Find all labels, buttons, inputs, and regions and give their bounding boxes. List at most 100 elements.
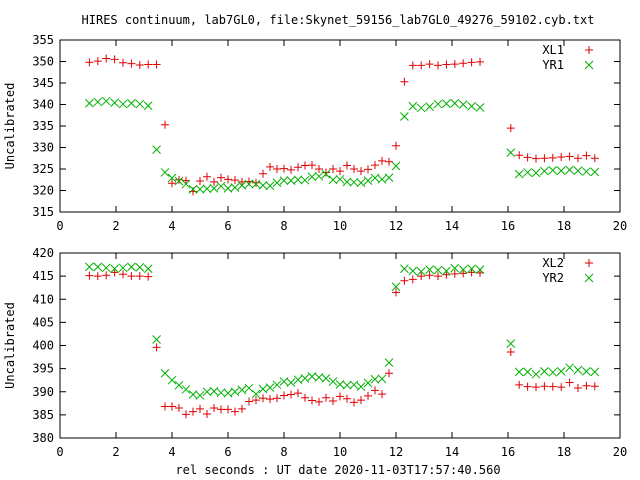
data-point: [293, 175, 303, 185]
data-point: [314, 171, 324, 181]
data-point: [573, 365, 583, 375]
data-point: [223, 388, 233, 398]
data-point: [168, 402, 176, 411]
data-point: [280, 391, 288, 400]
data-point: [363, 176, 373, 185]
data-point: [417, 272, 426, 281]
y-tick-label: 350: [32, 55, 54, 69]
legend-marker: [585, 46, 593, 54]
data-point: [349, 177, 359, 187]
data-point: [540, 382, 549, 391]
data-point: [364, 391, 372, 400]
data-point: [308, 161, 316, 170]
y-tick-label: 400: [32, 339, 54, 353]
y-axis-label: Uncalibrated: [3, 302, 17, 389]
data-point: [408, 275, 417, 284]
data-point: [230, 387, 240, 397]
data-point: [385, 369, 393, 378]
data-point: [450, 98, 460, 108]
data-point: [202, 387, 212, 397]
data-point: [273, 394, 281, 403]
data-point: [152, 145, 161, 155]
x-tick-label: 8: [280, 445, 287, 459]
data-point: [286, 176, 296, 185]
data-point: [371, 161, 379, 170]
series-YR1: [85, 96, 600, 194]
y-tick-label: 330: [32, 141, 54, 155]
data-point: [293, 375, 303, 385]
data-point: [557, 383, 566, 392]
data-point: [377, 374, 387, 384]
data-point: [286, 378, 296, 387]
x-tick-label: 4: [168, 219, 175, 233]
data-point: [174, 176, 184, 186]
data-point: [300, 373, 310, 383]
data-point: [245, 397, 253, 406]
data-point: [181, 385, 191, 394]
data-point: [416, 103, 426, 113]
data-point: [506, 148, 516, 158]
data-point: [356, 382, 366, 392]
data-point: [167, 375, 177, 385]
plot-frame: [59, 252, 621, 439]
data-point: [85, 271, 94, 280]
data-point: [307, 372, 317, 381]
x-tick-label: 4: [168, 445, 175, 459]
data-point: [371, 386, 379, 395]
data-point: [540, 367, 549, 376]
y-tick-label: 325: [32, 162, 54, 176]
data-point: [574, 384, 582, 393]
data-point: [385, 157, 393, 166]
data-point: [101, 96, 111, 106]
data-point: [349, 380, 359, 390]
data-point: [442, 270, 451, 279]
data-point: [252, 396, 260, 405]
data-point: [392, 141, 400, 150]
data-point: [315, 165, 323, 173]
data-point: [279, 377, 289, 386]
data-point: [160, 168, 170, 177]
data-point: [93, 272, 102, 281]
data-point: [251, 389, 261, 399]
data-point: [238, 404, 246, 413]
data-point: [195, 391, 205, 400]
data-point: [230, 183, 240, 192]
data-point: [356, 178, 366, 188]
data-point: [127, 59, 136, 68]
data-point: [425, 60, 434, 69]
data-point: [322, 393, 330, 402]
data-point: [110, 268, 119, 277]
data-point: [565, 363, 574, 373]
data-point: [244, 383, 254, 393]
data-point: [223, 183, 233, 193]
data-point: [384, 173, 394, 182]
data-point: [343, 161, 351, 170]
data-point: [265, 181, 275, 191]
data-point: [143, 101, 153, 111]
data-point: [315, 397, 323, 406]
data-point: [328, 377, 338, 386]
data-point: [408, 101, 418, 111]
data-point: [532, 154, 540, 163]
data-point: [110, 55, 119, 64]
data-point: [548, 367, 558, 377]
data-point: [475, 265, 485, 275]
data-point: [127, 262, 136, 272]
legend-label: XL2: [542, 256, 564, 270]
legend-label: XL1: [542, 43, 564, 57]
data-point: [433, 99, 443, 109]
x-tick-label: 20: [613, 219, 627, 233]
data-point: [181, 179, 191, 189]
data-point: [506, 347, 515, 356]
data-point: [459, 59, 468, 68]
data-point: [329, 165, 337, 173]
data-point: [565, 378, 574, 387]
data-point: [467, 268, 476, 277]
data-point: [442, 99, 451, 108]
y-axis-label: Uncalibrated: [3, 83, 17, 170]
data-point: [523, 153, 532, 162]
data-point: [135, 60, 144, 69]
data-point: [515, 151, 524, 160]
data-point: [335, 174, 345, 184]
x-tick-label: 6: [224, 219, 231, 233]
